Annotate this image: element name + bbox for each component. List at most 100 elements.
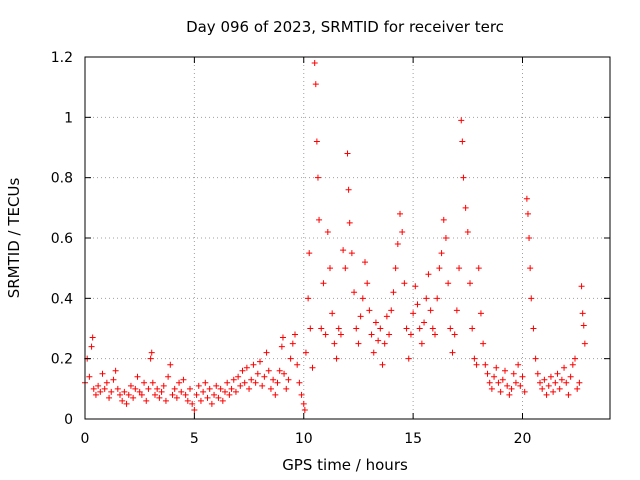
data-point	[578, 283, 585, 290]
data-point	[193, 391, 200, 398]
data-point	[143, 397, 150, 404]
data-point	[314, 174, 321, 181]
data-point	[539, 385, 546, 392]
data-point	[279, 334, 286, 341]
data-point	[184, 397, 191, 404]
data-point	[344, 150, 351, 157]
data-point	[517, 382, 524, 389]
data-point	[136, 388, 143, 395]
y-axis-label: SRMTID / TECUs	[5, 178, 23, 299]
data-point	[250, 361, 257, 368]
data-point	[189, 400, 196, 407]
data-point	[217, 385, 224, 392]
data-point	[134, 373, 141, 380]
data-point	[353, 325, 360, 332]
data-point	[211, 391, 218, 398]
data-point	[469, 325, 476, 332]
x-axis-label: GPS time / hours	[282, 456, 408, 474]
data-point	[110, 376, 117, 383]
data-point	[459, 138, 466, 145]
data-point	[576, 379, 583, 386]
data-point	[204, 394, 211, 401]
data-point	[130, 394, 137, 401]
data-point	[248, 376, 255, 383]
x-tick-label: 15	[404, 431, 422, 447]
data-point	[312, 81, 319, 88]
data-point	[418, 340, 425, 347]
data-point	[386, 331, 393, 338]
data-point	[112, 367, 119, 374]
data-point	[482, 361, 489, 368]
data-point	[337, 331, 344, 338]
data-point	[390, 289, 397, 296]
data-point	[206, 385, 213, 392]
data-point	[222, 388, 228, 395]
y-tick-label: 0	[64, 412, 73, 428]
data-point	[527, 265, 534, 272]
data-point	[355, 340, 362, 347]
data-point	[526, 235, 533, 241]
data-point	[187, 385, 193, 392]
data-point	[497, 388, 504, 395]
data-point	[89, 334, 96, 341]
y-tick-label: 0.6	[51, 231, 73, 247]
data-point	[213, 382, 220, 389]
data-point	[552, 379, 559, 386]
data-point	[345, 186, 352, 193]
data-point	[473, 361, 480, 368]
data-point	[208, 400, 215, 407]
y-tick-label: 1	[64, 110, 73, 126]
axis-ticks: 0 5 10 15 20 0 0.2 0.4 0.6 0.8 1 1.2	[51, 50, 610, 447]
data-point	[141, 379, 148, 386]
x-tick-label: 10	[295, 431, 313, 447]
data-point	[383, 313, 390, 320]
data-point	[121, 388, 128, 395]
data-point	[302, 349, 309, 356]
data-point	[438, 250, 445, 257]
y-tick-label: 0.8	[51, 171, 73, 187]
data-point	[429, 325, 436, 332]
data-point	[580, 322, 587, 329]
data-point	[289, 340, 296, 347]
data-point	[581, 340, 588, 347]
data-points	[82, 60, 588, 413]
data-point	[243, 364, 250, 371]
data-point	[502, 367, 508, 374]
data-point	[545, 382, 552, 389]
data-point	[375, 337, 382, 344]
data-point	[171, 385, 178, 392]
data-point	[410, 310, 417, 317]
data-point	[191, 406, 198, 413]
data-point	[403, 325, 410, 332]
data-point	[108, 388, 115, 395]
data-point	[97, 388, 104, 395]
data-point	[506, 391, 513, 398]
data-point	[88, 343, 95, 350]
data-point	[366, 307, 373, 314]
data-point	[145, 385, 152, 392]
data-point	[524, 210, 531, 217]
data-point	[528, 295, 535, 302]
data-point	[197, 397, 204, 404]
data-point	[173, 394, 180, 401]
y-tick-label: 1.2	[51, 50, 73, 66]
data-point	[425, 271, 432, 278]
data-point	[301, 406, 308, 413]
data-point	[230, 376, 237, 383]
data-point	[543, 391, 550, 398]
data-point	[493, 364, 500, 371]
data-point	[307, 325, 314, 332]
data-point	[340, 247, 347, 254]
data-point	[407, 331, 414, 338]
data-point	[215, 394, 222, 401]
data-point	[351, 289, 358, 296]
data-point	[541, 376, 548, 383]
data-point	[158, 388, 165, 395]
data-point	[252, 379, 259, 386]
data-point	[167, 361, 174, 368]
data-point	[287, 355, 294, 362]
data-point	[169, 391, 176, 398]
data-point	[324, 228, 331, 235]
data-point	[394, 241, 401, 248]
